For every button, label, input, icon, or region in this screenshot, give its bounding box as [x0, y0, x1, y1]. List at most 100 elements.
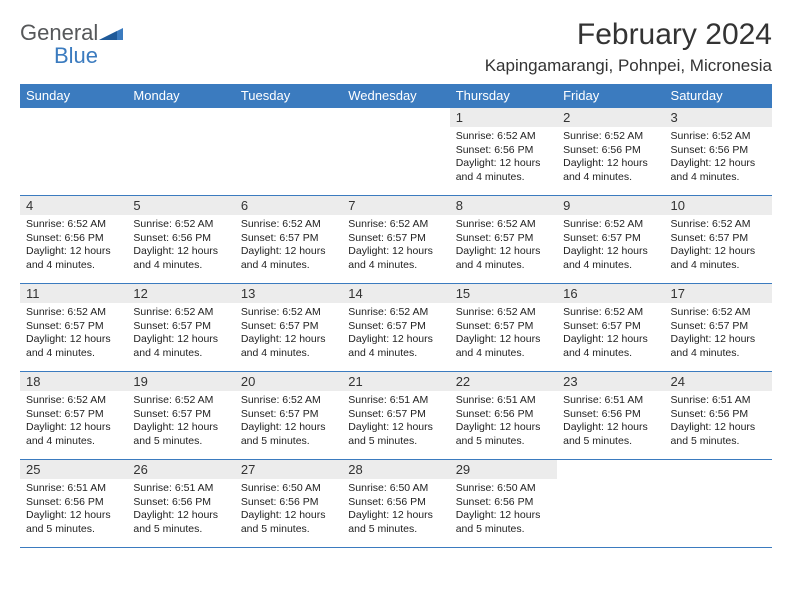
sunset-line: Sunset: 6:56 PM: [348, 496, 443, 510]
logo-triangle-icon: [99, 24, 123, 45]
day-details: Sunrise: 6:52 AMSunset: 6:57 PMDaylight:…: [665, 215, 772, 277]
day-number: 29: [450, 460, 557, 479]
weekday-header: Tuesday: [235, 84, 342, 108]
day-number: 16: [557, 284, 664, 303]
day-details: Sunrise: 6:51 AMSunset: 6:56 PMDaylight:…: [450, 391, 557, 453]
calendar-cell: [557, 460, 664, 548]
calendar-cell: [20, 108, 127, 196]
day-number: 22: [450, 372, 557, 391]
weekday-header: Saturday: [665, 84, 772, 108]
day-details: Sunrise: 6:52 AMSunset: 6:57 PMDaylight:…: [127, 391, 234, 453]
day-number: 6: [235, 196, 342, 215]
day-number: 25: [20, 460, 127, 479]
sunset-line: Sunset: 6:57 PM: [241, 408, 336, 422]
day-number: 28: [342, 460, 449, 479]
calendar-cell: 20Sunrise: 6:52 AMSunset: 6:57 PMDayligh…: [235, 372, 342, 460]
sunrise-line: Sunrise: 6:52 AM: [456, 130, 551, 144]
daylight-line: Daylight: 12 hours and 4 minutes.: [563, 157, 658, 184]
sunset-line: Sunset: 6:56 PM: [671, 144, 766, 158]
sunset-line: Sunset: 6:57 PM: [133, 408, 228, 422]
calendar-cell: 15Sunrise: 6:52 AMSunset: 6:57 PMDayligh…: [450, 284, 557, 372]
calendar-cell: 9Sunrise: 6:52 AMSunset: 6:57 PMDaylight…: [557, 196, 664, 284]
logo-text-general: General: [20, 20, 98, 45]
day-number: 15: [450, 284, 557, 303]
calendar-week: 4Sunrise: 6:52 AMSunset: 6:56 PMDaylight…: [20, 196, 772, 284]
daylight-line: Daylight: 12 hours and 4 minutes.: [133, 245, 228, 272]
sunrise-line: Sunrise: 6:52 AM: [26, 218, 121, 232]
calendar-cell: 11Sunrise: 6:52 AMSunset: 6:57 PMDayligh…: [20, 284, 127, 372]
calendar-cell: 25Sunrise: 6:51 AMSunset: 6:56 PMDayligh…: [20, 460, 127, 548]
sunset-line: Sunset: 6:56 PM: [133, 232, 228, 246]
day-number: 27: [235, 460, 342, 479]
sunrise-line: Sunrise: 6:52 AM: [133, 394, 228, 408]
daylight-line: Daylight: 12 hours and 4 minutes.: [241, 245, 336, 272]
logo: General Blue: [20, 22, 123, 68]
calendar-cell: 18Sunrise: 6:52 AMSunset: 6:57 PMDayligh…: [20, 372, 127, 460]
day-details: Sunrise: 6:52 AMSunset: 6:57 PMDaylight:…: [342, 215, 449, 277]
sunset-line: Sunset: 6:56 PM: [26, 232, 121, 246]
day-details: Sunrise: 6:51 AMSunset: 6:57 PMDaylight:…: [342, 391, 449, 453]
sunset-line: Sunset: 6:57 PM: [563, 320, 658, 334]
day-number: 24: [665, 372, 772, 391]
day-number: 19: [127, 372, 234, 391]
title-block: February 2024 Kapingamarangi, Pohnpei, M…: [485, 18, 772, 82]
day-details: Sunrise: 6:52 AMSunset: 6:57 PMDaylight:…: [20, 391, 127, 453]
day-details: Sunrise: 6:51 AMSunset: 6:56 PMDaylight:…: [127, 479, 234, 541]
day-details: Sunrise: 6:52 AMSunset: 6:56 PMDaylight:…: [20, 215, 127, 277]
calendar-cell: 21Sunrise: 6:51 AMSunset: 6:57 PMDayligh…: [342, 372, 449, 460]
calendar-cell: 10Sunrise: 6:52 AMSunset: 6:57 PMDayligh…: [665, 196, 772, 284]
daylight-line: Daylight: 12 hours and 5 minutes.: [456, 509, 551, 536]
header-row: General Blue February 2024 Kapingamarang…: [20, 18, 772, 82]
sunrise-line: Sunrise: 6:52 AM: [563, 218, 658, 232]
day-number: 1: [450, 108, 557, 127]
calendar-cell: 5Sunrise: 6:52 AMSunset: 6:56 PMDaylight…: [127, 196, 234, 284]
day-details: Sunrise: 6:52 AMSunset: 6:56 PMDaylight:…: [450, 127, 557, 189]
day-number: 9: [557, 196, 664, 215]
sunset-line: Sunset: 6:56 PM: [563, 144, 658, 158]
day-number: 5: [127, 196, 234, 215]
calendar-cell: 16Sunrise: 6:52 AMSunset: 6:57 PMDayligh…: [557, 284, 664, 372]
calendar-cell: [235, 108, 342, 196]
sunrise-line: Sunrise: 6:52 AM: [456, 306, 551, 320]
calendar-week: 11Sunrise: 6:52 AMSunset: 6:57 PMDayligh…: [20, 284, 772, 372]
calendar-body: 1Sunrise: 6:52 AMSunset: 6:56 PMDaylight…: [20, 108, 772, 548]
calendar-cell: [342, 108, 449, 196]
day-details: Sunrise: 6:51 AMSunset: 6:56 PMDaylight:…: [557, 391, 664, 453]
sunrise-line: Sunrise: 6:52 AM: [671, 218, 766, 232]
day-number: 23: [557, 372, 664, 391]
sunset-line: Sunset: 6:56 PM: [563, 408, 658, 422]
sunrise-line: Sunrise: 6:50 AM: [348, 482, 443, 496]
calendar-cell: 3Sunrise: 6:52 AMSunset: 6:56 PMDaylight…: [665, 108, 772, 196]
calendar-cell: 1Sunrise: 6:52 AMSunset: 6:56 PMDaylight…: [450, 108, 557, 196]
weekday-header: Monday: [127, 84, 234, 108]
day-details: Sunrise: 6:52 AMSunset: 6:56 PMDaylight:…: [127, 215, 234, 277]
sunset-line: Sunset: 6:57 PM: [241, 232, 336, 246]
sunrise-line: Sunrise: 6:52 AM: [133, 218, 228, 232]
calendar-week: 1Sunrise: 6:52 AMSunset: 6:56 PMDaylight…: [20, 108, 772, 196]
calendar-week: 18Sunrise: 6:52 AMSunset: 6:57 PMDayligh…: [20, 372, 772, 460]
sunrise-line: Sunrise: 6:50 AM: [241, 482, 336, 496]
daylight-line: Daylight: 12 hours and 5 minutes.: [348, 421, 443, 448]
day-details: Sunrise: 6:50 AMSunset: 6:56 PMDaylight:…: [342, 479, 449, 541]
day-details: Sunrise: 6:51 AMSunset: 6:56 PMDaylight:…: [20, 479, 127, 541]
sunrise-line: Sunrise: 6:50 AM: [456, 482, 551, 496]
sunrise-line: Sunrise: 6:52 AM: [563, 306, 658, 320]
weekday-header-row: SundayMondayTuesdayWednesdayThursdayFrid…: [20, 84, 772, 108]
day-number: 13: [235, 284, 342, 303]
calendar-cell: [665, 460, 772, 548]
sunrise-line: Sunrise: 6:52 AM: [241, 306, 336, 320]
daylight-line: Daylight: 12 hours and 4 minutes.: [671, 333, 766, 360]
sunrise-line: Sunrise: 6:51 AM: [456, 394, 551, 408]
logo-text-wrap: General Blue: [20, 22, 123, 68]
day-details: Sunrise: 6:52 AMSunset: 6:57 PMDaylight:…: [127, 303, 234, 365]
daylight-line: Daylight: 12 hours and 5 minutes.: [133, 421, 228, 448]
daylight-line: Daylight: 12 hours and 5 minutes.: [671, 421, 766, 448]
sunset-line: Sunset: 6:57 PM: [456, 232, 551, 246]
sunset-line: Sunset: 6:57 PM: [241, 320, 336, 334]
day-details: Sunrise: 6:50 AMSunset: 6:56 PMDaylight:…: [450, 479, 557, 541]
sunset-line: Sunset: 6:57 PM: [348, 408, 443, 422]
day-details: Sunrise: 6:52 AMSunset: 6:56 PMDaylight:…: [665, 127, 772, 189]
daylight-line: Daylight: 12 hours and 4 minutes.: [671, 157, 766, 184]
calendar-cell: 19Sunrise: 6:52 AMSunset: 6:57 PMDayligh…: [127, 372, 234, 460]
daylight-line: Daylight: 12 hours and 4 minutes.: [26, 245, 121, 272]
